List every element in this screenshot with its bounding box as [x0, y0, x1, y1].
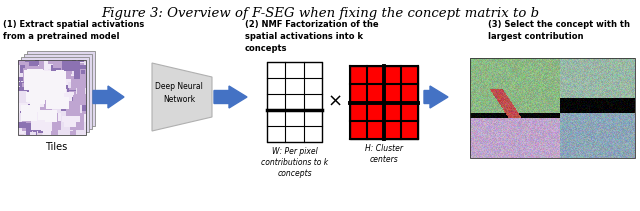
- Text: W: Per pixel
contributions to k
concepts: W: Per pixel contributions to k concepts: [261, 147, 328, 178]
- Bar: [267, 62, 322, 142]
- Polygon shape: [152, 63, 212, 131]
- Text: (1) Extract spatial activations
from a pretrained model: (1) Extract spatial activations from a p…: [3, 20, 144, 41]
- Text: Figure 3: Overview of F-SEG when fixing the concept matrix to b: Figure 3: Overview of F-SEG when fixing …: [101, 7, 539, 20]
- FancyArrow shape: [93, 86, 124, 108]
- FancyArrow shape: [214, 86, 247, 108]
- Bar: [350, 66, 418, 139]
- Bar: [18, 60, 86, 135]
- Bar: [24, 54, 92, 129]
- Text: (3) Select the concept with th
largest contribution: (3) Select the concept with th largest c…: [488, 20, 630, 41]
- Bar: [470, 58, 635, 158]
- FancyArrow shape: [424, 86, 448, 108]
- Bar: [21, 57, 89, 132]
- Text: Tiles: Tiles: [45, 142, 67, 152]
- Text: Deep Neural
Network: Deep Neural Network: [155, 82, 203, 104]
- Bar: [27, 51, 95, 126]
- Text: ×: ×: [328, 93, 342, 111]
- Text: H: Cluster
centers: H: Cluster centers: [365, 144, 403, 164]
- Text: (2) NMF Factorization of the
spatial activations into k
concepts: (2) NMF Factorization of the spatial act…: [245, 20, 379, 53]
